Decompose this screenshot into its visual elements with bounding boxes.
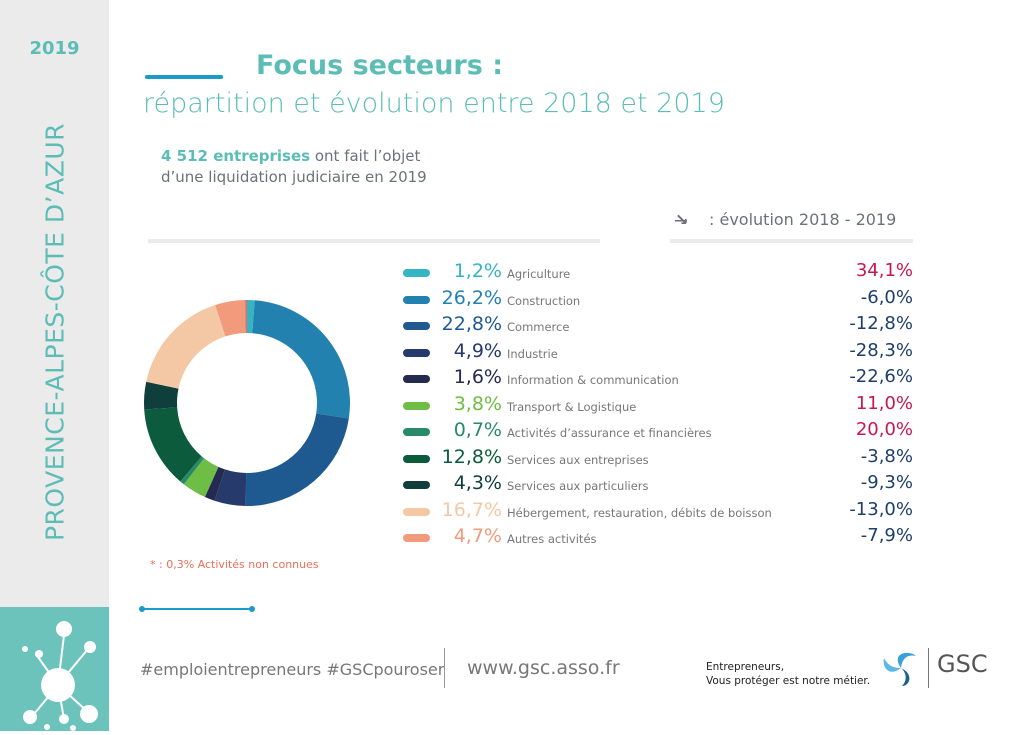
legend-swatch [403,454,430,463]
legend-row: 12,8% Services aux entreprises -3,8% [0,446,1024,472]
network-icon [22,621,98,731]
sector-label: Agriculture [507,267,571,281]
gsc-logo-icon [883,652,916,686]
donut-slice [214,469,247,506]
legend-row: 3,8% Transport & Logistique 11,0% [0,393,1024,419]
sector-label: Autres activités [507,532,597,546]
legend-row: 0,7% Activités d’assurance et financière… [0,419,1024,445]
decorative-dot [249,606,255,612]
legend-swatch [403,507,430,516]
page-subtitle: répartition et évolution entre 2018 et 2… [143,88,725,119]
share-value: 4,7% [453,525,502,547]
donut-slice [180,456,205,485]
legend-row: 4,3% Services aux particuliers -9,3% [0,472,1024,498]
title-accent-bar [145,75,223,79]
donut-slice [215,300,246,337]
share-value: 1,6% [453,366,502,388]
evolution-value: -3,8% [860,445,913,467]
logo-separator [928,648,929,688]
legend-swatch [403,348,430,357]
evolution-value: -9,3% [860,472,913,493]
legend-row: 4,9% Industrie -28,3% [0,340,1024,366]
donut-slice [146,305,226,389]
donut-slice [247,300,255,334]
evolution-value: -7,9% [860,525,913,546]
sector-label: Transport & Logistique [507,399,637,414]
tagline-line1: Entrepreneurs, [706,661,785,673]
legend-swatch [403,481,430,489]
divider-right [670,239,913,243]
intro-line2: d’une liquidation judiciaire en 2019 [161,168,427,186]
legend-row: 1,2% Agriculture 34,1% [0,260,1024,286]
footer-tagline: Entrepreneurs, Vous protéger est notre mé… [706,660,870,688]
evolution-value: -13,0% [849,498,913,520]
intro-highlight: 4 512 entreprises [161,147,311,165]
legend-swatch [403,401,430,410]
donut-slice [252,300,350,419]
sector-label: Construction [507,293,581,308]
evolution-value: -28,3% [849,339,913,361]
intro-rest: ont fait l’objet [310,147,421,165]
sector-label: Industrie [507,346,558,361]
donut-slice [144,381,179,410]
sector-label: Activités d’assurance et financières [507,426,712,440]
legend-row: 16,7% Hébergement, restauration, débits … [0,499,1024,525]
legend-row: 1,6% Information & communication -22,6% [0,366,1024,392]
evolution-value: -6,0% [860,286,913,308]
legend-row: 4,7% Autres activités -7,9% [0,525,1024,551]
evolution-value: -12,8% [849,313,913,334]
share-value: 26,2% [441,286,502,309]
legend-row: 26,2% Construction -6,0% [0,287,1024,313]
evolution-header: ↘̶ : évolution 2018 - 2019 [675,210,896,229]
footer-separator [444,648,445,688]
donut-chart [144,300,350,506]
divider-left [148,239,600,243]
year-label: 2019 [29,38,80,59]
sector-label: Hébergement, restauration, débits de boi… [507,505,772,520]
decorative-line [142,608,252,610]
legend-row: 22,8% Commerce -12,8% [0,313,1024,339]
tagline-line2: Vous protéger est notre métier. [706,675,871,687]
share-value: 4,3% [453,472,502,494]
legend-swatch [403,534,430,542]
evolution-value: 11,0% [855,392,913,414]
sector-label: Services aux entreprises [507,452,649,467]
sidebar-network-graphic [0,607,109,731]
legend-swatch [403,375,430,383]
sector-label: Commerce [507,320,570,334]
footer-hashtags: #emploientrepreneurs #GSCpouroser [140,660,445,679]
donut-slice [204,466,225,501]
donut-slice [183,458,219,498]
footer-url-link[interactable]: www.gsc.asso.fr [467,657,620,679]
legend-swatch [403,322,430,330]
share-value: 3,8% [453,392,502,415]
evolution-value: 20,0% [855,419,913,440]
share-value: 0,7% [453,419,502,441]
evolution-value: 34,1% [855,260,913,281]
sector-label: Services aux particuliers [507,479,649,493]
legend-swatch [403,428,430,436]
sidebar [0,0,109,607]
share-value: 12,8% [441,445,502,468]
evolution-header-label: : évolution 2018 - 2019 [709,210,897,229]
donut-slice [245,300,247,334]
footnote: * : 0,3% Activités non connues [150,558,319,571]
evolution-value: -22,6% [849,366,913,387]
legend-swatch [403,295,430,304]
trend-down-icon: ↘̶ [675,210,689,229]
donut-slice [144,407,202,482]
share-value: 1,2% [453,260,502,282]
donut-slice [245,413,349,506]
intro-text: 4 512 entreprises ont fait l’objet d’une … [161,146,427,188]
page-title: Focus secteurs : [256,50,504,81]
share-value: 4,9% [453,339,502,362]
share-value: 22,8% [441,313,502,335]
sector-label: Information & communication [507,373,679,387]
legend-swatch [403,269,430,277]
decorative-dot [139,606,145,612]
gsc-brand: GSC [937,650,988,678]
share-value: 16,7% [441,498,502,521]
